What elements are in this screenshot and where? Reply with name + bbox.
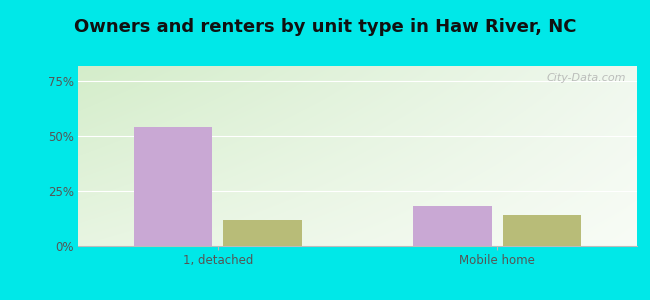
Bar [224,220,302,246]
Bar [503,215,581,246]
Text: City-Data.com: City-Data.com [546,73,626,83]
Bar [413,206,491,246]
Text: Owners and renters by unit type in Haw River, NC: Owners and renters by unit type in Haw R… [73,18,577,36]
Bar [134,128,212,246]
